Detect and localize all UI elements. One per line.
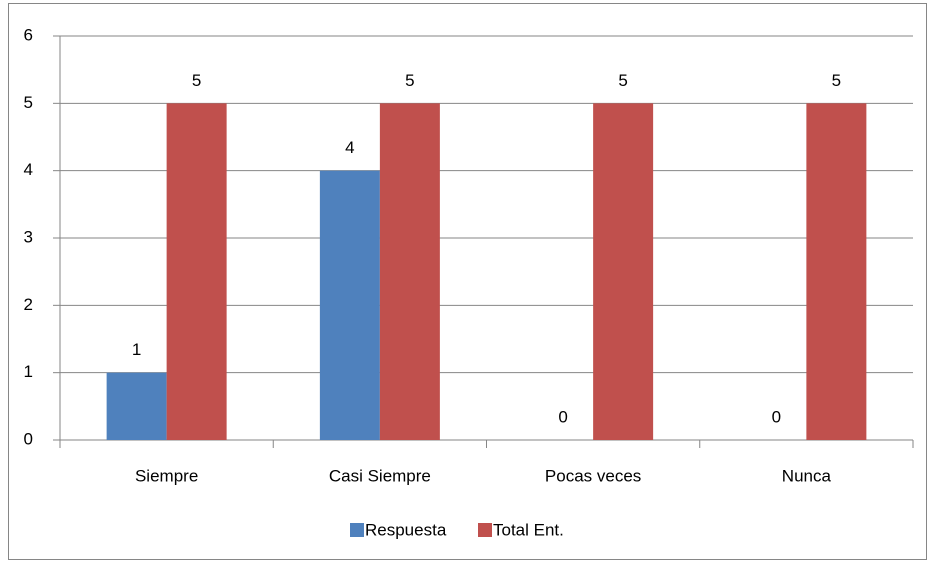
- y-tick-label: 4: [24, 160, 33, 179]
- chart-frame: [8, 3, 927, 560]
- bar: [593, 103, 654, 440]
- bar: [106, 372, 167, 440]
- x-tick-label: Pocas veces: [545, 466, 641, 485]
- bar: [166, 103, 227, 440]
- bar: [319, 170, 380, 440]
- data-label: 0: [558, 407, 567, 426]
- data-label: 0: [772, 407, 781, 426]
- legend-label: Total Ent.: [493, 520, 564, 539]
- data-label: 5: [192, 71, 201, 90]
- legend-label: Respuesta: [365, 520, 447, 539]
- y-tick-label: 3: [24, 227, 33, 246]
- y-tick-label: 0: [24, 429, 33, 448]
- x-tick-label: Siempre: [135, 466, 198, 485]
- legend-swatch: [478, 523, 492, 537]
- y-tick-label: 2: [24, 295, 33, 314]
- data-label: 4: [345, 138, 354, 157]
- y-tick-label: 6: [24, 25, 33, 44]
- data-label: 1: [132, 340, 141, 359]
- bar: [806, 103, 867, 440]
- bar: [379, 103, 440, 440]
- data-label: 5: [618, 71, 627, 90]
- y-tick-label: 1: [24, 362, 33, 381]
- x-tick-label: Casi Siempre: [329, 466, 431, 485]
- data-label: 5: [405, 71, 414, 90]
- x-tick-label: Nunca: [782, 466, 832, 485]
- data-label: 5: [832, 71, 841, 90]
- y-tick-label: 5: [24, 93, 33, 112]
- legend-swatch: [350, 523, 364, 537]
